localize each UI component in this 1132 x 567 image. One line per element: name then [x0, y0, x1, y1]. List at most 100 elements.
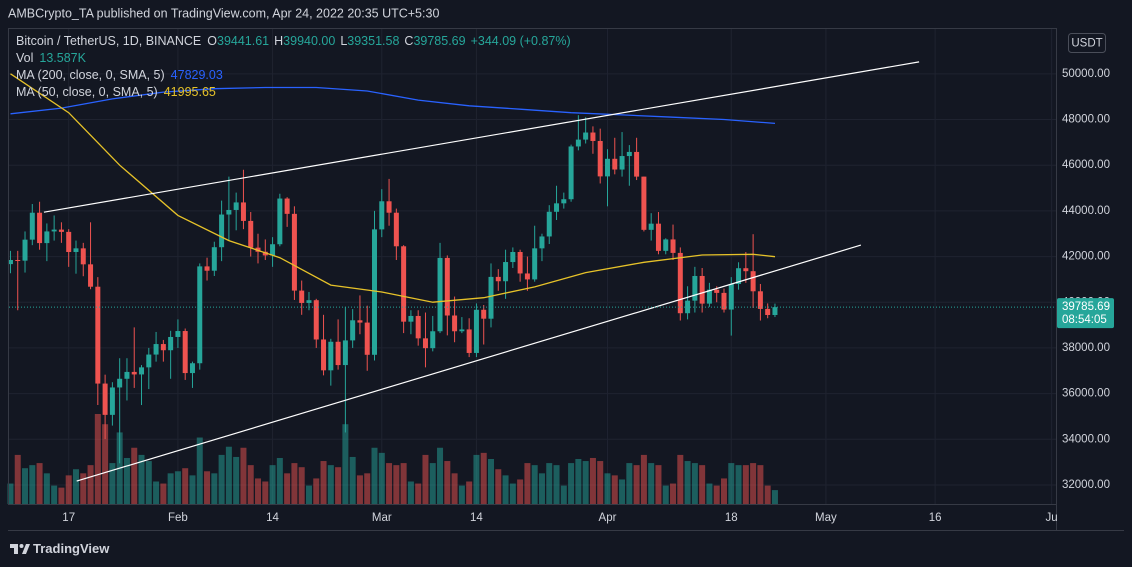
currency-box[interactable]: [1068, 33, 1106, 53]
volume-bar: [211, 473, 218, 504]
x-tick-label: 17: [62, 512, 75, 524]
candle-body: [313, 300, 319, 340]
candle-body: [88, 264, 94, 287]
axes-layer: USDT 32000.0034000.0036000.0038000.00400…: [8, 28, 1124, 531]
candle-body: [626, 151, 632, 157]
candle-body: [233, 202, 239, 210]
x-tick-label: May: [815, 512, 837, 524]
candle-body: [612, 158, 618, 170]
candle-body: [189, 363, 195, 374]
candle-body: [160, 344, 166, 351]
candle-body: [495, 276, 501, 282]
y-tick-label: 38000.00: [1062, 342, 1110, 354]
volume-bar: [553, 465, 560, 504]
candle-body: [182, 331, 188, 374]
volume-bar: [284, 473, 291, 504]
legend-row: Vol 13.587K: [16, 51, 87, 65]
volume-bar: [611, 475, 618, 504]
candle-body: [393, 212, 399, 247]
candle-body: [146, 354, 152, 368]
candle-body: [153, 344, 159, 355]
indicator-value: 41995.65: [164, 85, 216, 99]
volume-bar: [407, 481, 414, 504]
currency: USDT: [1071, 38, 1102, 50]
volume-bar: [22, 468, 29, 504]
logo-shape: [10, 544, 18, 554]
candle-body: [619, 156, 625, 170]
y-tick-label: 46000.00: [1062, 159, 1110, 171]
y-tick-label: 48000.00: [1062, 114, 1110, 126]
ohlc-key: O: [207, 34, 217, 48]
volume-bar: [538, 473, 545, 504]
volume-bar: [589, 457, 596, 504]
volume-bar: [691, 463, 698, 504]
volume-bar: [393, 465, 400, 504]
candle-body: [58, 229, 64, 232]
candle-body: [590, 132, 596, 141]
header: AMBCrypto_TA published on TradingView.co…: [8, 6, 571, 99]
volume-bar: [728, 463, 735, 504]
volume-bar: [298, 467, 305, 504]
volume-bar: [546, 463, 553, 504]
volume-bar: [604, 473, 611, 504]
volume-bar: [145, 461, 152, 504]
volume-bar: [247, 465, 254, 504]
y-tick-label: 50000.00: [1062, 68, 1110, 80]
indicator-name: MA (50, close, 0, SMA, 5): [16, 85, 158, 99]
candle-body: [473, 309, 479, 353]
x-tick-label: Mar: [372, 512, 392, 524]
candle-body: [124, 371, 130, 379]
volume-bar: [43, 473, 50, 504]
volume-bar: [102, 424, 109, 504]
volume-bar: [684, 461, 691, 504]
candle-body: [51, 229, 57, 232]
candle-body: [175, 331, 181, 337]
volume-bar: [633, 465, 640, 504]
volume-bar: [364, 473, 371, 504]
candle-body: [270, 244, 276, 256]
volume-bar: [582, 461, 589, 504]
candle-body: [415, 315, 421, 339]
volume-bar: [335, 467, 342, 504]
volume-bar: [174, 471, 181, 504]
volume-bar: [349, 456, 356, 504]
candle-body: [408, 315, 414, 322]
candle-body: [524, 273, 530, 280]
candle-body: [677, 252, 683, 314]
y-tick-label: 42000.00: [1062, 251, 1110, 263]
candle-body: [444, 257, 450, 316]
candle-body: [765, 308, 771, 316]
volume-layer: [7, 414, 778, 504]
volume-bar: [415, 483, 422, 504]
candle-body: [583, 132, 589, 140]
volume-bar: [7, 483, 14, 504]
indicator-name: MA (200, close, 0, SMA, 5): [16, 68, 165, 82]
plot-layer: [7, 61, 1056, 482]
volume-bar: [706, 483, 713, 504]
candle-body: [634, 151, 640, 177]
y-tick-label: 32000.00: [1062, 479, 1110, 491]
volume-bar: [422, 454, 429, 504]
volume-bar: [677, 454, 684, 504]
volume-bar: [225, 446, 232, 504]
volume-bar: [131, 447, 138, 504]
volume-bar: [771, 490, 778, 504]
candle-body: [510, 251, 516, 263]
candle-body: [641, 176, 647, 230]
candle-body: [597, 140, 603, 177]
y-tick-label: 44000.00: [1062, 205, 1110, 217]
volume-bar: [713, 485, 720, 504]
volume-bar: [524, 463, 531, 504]
volume-bar: [750, 463, 757, 504]
volume-bar: [65, 475, 72, 504]
legend-row: MA (50, close, 0, SMA, 5) 41995.65: [16, 85, 216, 99]
volume-bar: [36, 463, 43, 504]
volume-bar: [305, 485, 312, 504]
x-tick-label: 14: [470, 512, 483, 524]
volume-bar: [138, 454, 145, 504]
candle-body: [284, 198, 290, 214]
volume-bar: [356, 475, 363, 504]
candle-body: [131, 371, 137, 375]
candle-body: [139, 367, 145, 375]
candle-body: [663, 239, 669, 251]
